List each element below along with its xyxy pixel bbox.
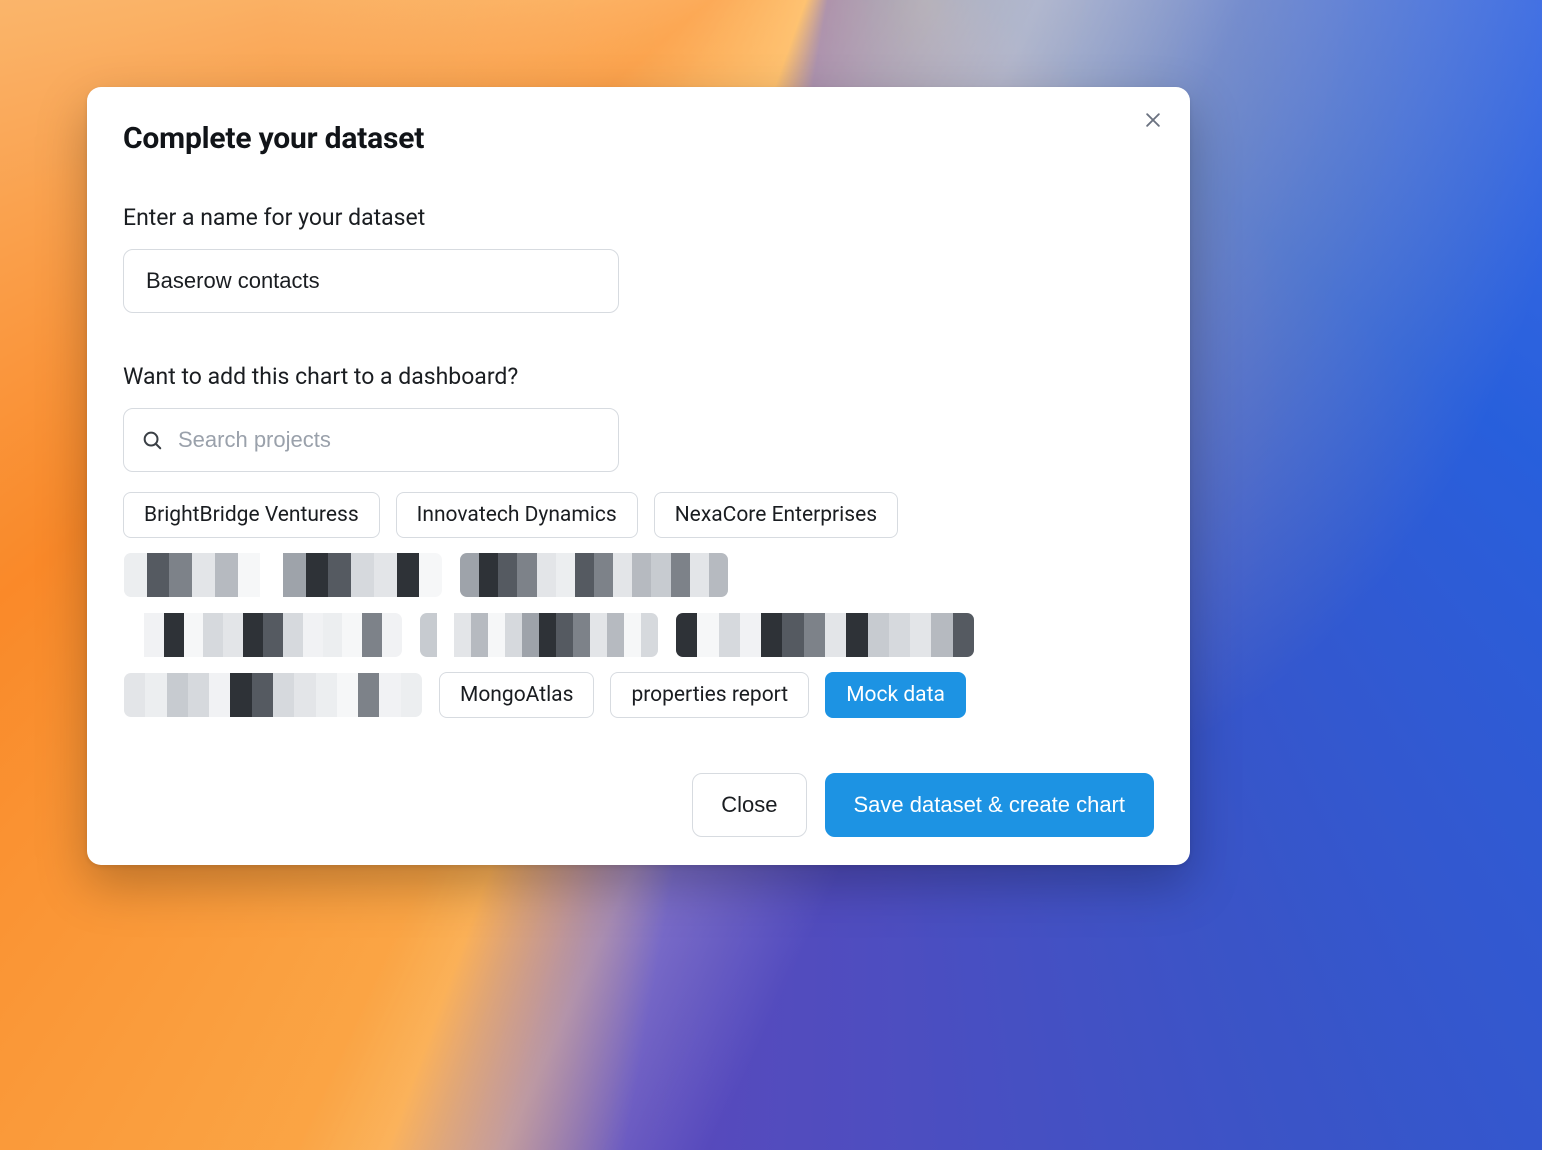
redacted-mosaic	[124, 613, 402, 657]
modal-close-button[interactable]	[1138, 105, 1168, 135]
project-chip-redacted	[675, 612, 975, 658]
project-chip-redacted	[123, 612, 403, 658]
project-chip-list: BrightBridge Venturess Innovatech Dynamic…	[123, 492, 1023, 718]
dataset-name-input[interactable]	[123, 249, 619, 313]
project-chip-redacted	[123, 552, 443, 598]
project-chip-redacted	[459, 552, 729, 598]
project-chip-redacted	[419, 612, 659, 658]
modal-title: Complete your dataset	[123, 121, 1154, 156]
redacted-mosaic	[124, 673, 422, 717]
close-button[interactable]: Close	[692, 773, 806, 837]
project-chip[interactable]: properties report	[610, 672, 809, 718]
close-icon	[1143, 110, 1163, 130]
project-chip[interactable]: BrightBridge Venturess	[123, 492, 380, 538]
complete-dataset-modal: Complete your dataset Enter a name for y…	[87, 87, 1190, 865]
dashboard-question-label: Want to add this chart to a dashboard?	[123, 363, 1154, 390]
project-chip-redacted	[123, 672, 423, 718]
project-chip[interactable]: MongoAtlas	[439, 672, 594, 718]
redacted-mosaic	[420, 613, 658, 657]
modal-footer: Close Save dataset & create chart	[123, 753, 1154, 837]
redacted-mosaic	[124, 553, 442, 597]
dataset-name-label: Enter a name for your dataset	[123, 204, 1154, 231]
search-icon	[141, 429, 163, 451]
redacted-mosaic	[460, 553, 728, 597]
save-dataset-button[interactable]: Save dataset & create chart	[825, 773, 1155, 837]
project-chip[interactable]: NexaCore Enterprises	[654, 492, 898, 538]
redacted-mosaic	[676, 613, 974, 657]
project-chip[interactable]: Innovatech Dynamics	[396, 492, 638, 538]
project-search-input[interactable]	[123, 408, 619, 472]
project-chip[interactable]: Mock data	[825, 672, 966, 718]
project-search-wrap	[123, 408, 619, 472]
